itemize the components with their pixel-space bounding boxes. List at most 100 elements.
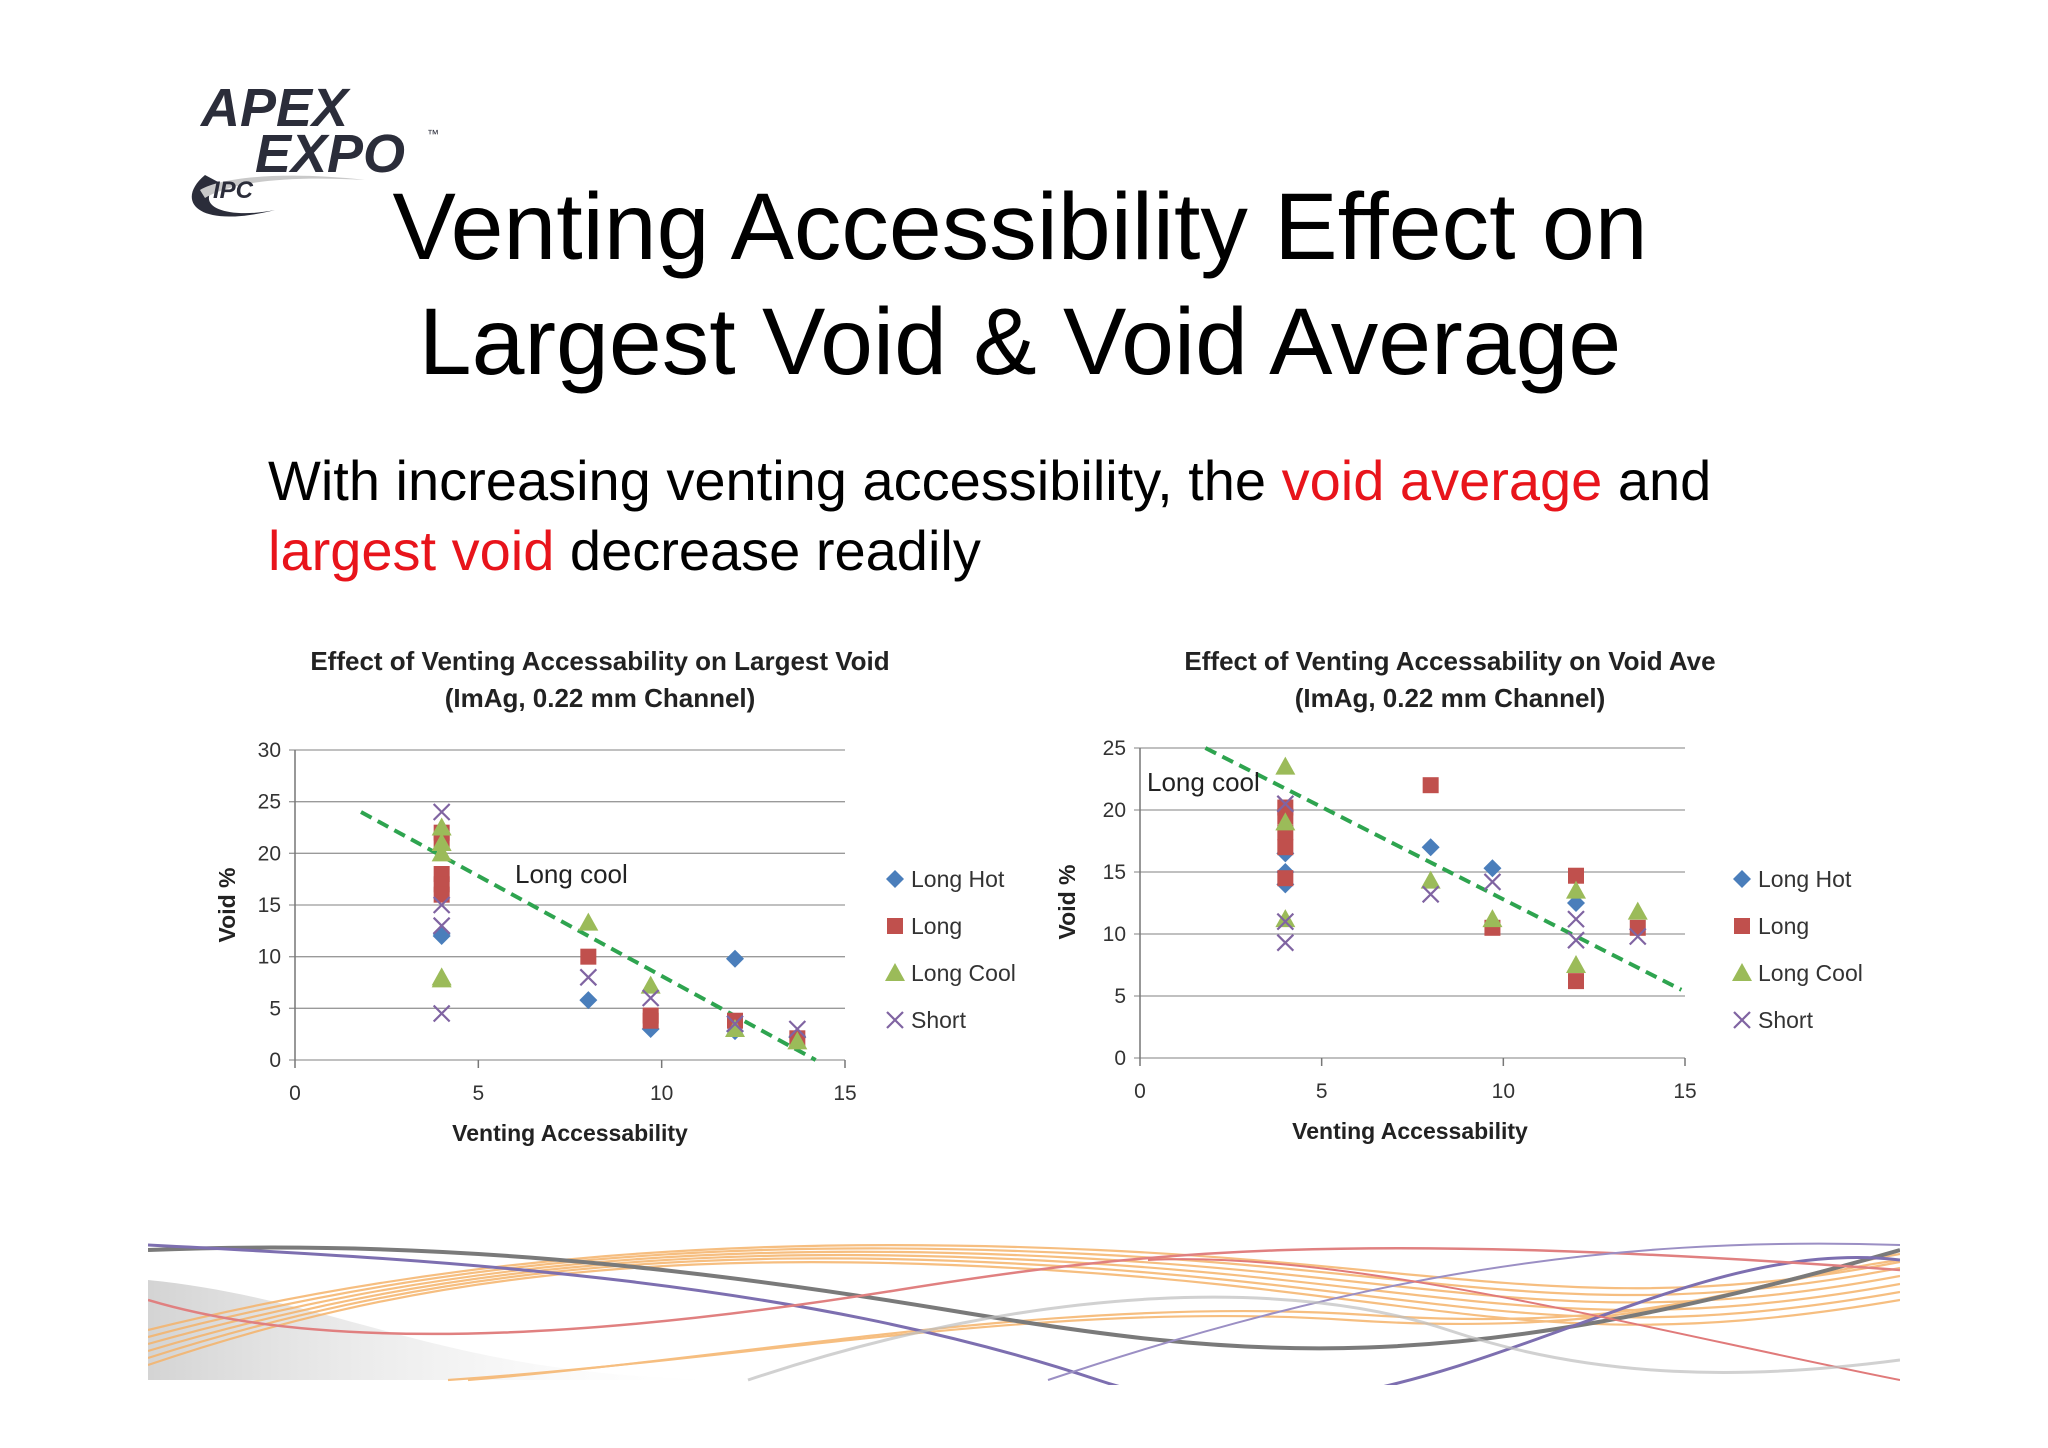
decorative-wave-banner [148, 1242, 1900, 1385]
legend-label-long: Long [911, 913, 962, 939]
chart-void-average: Effect of Venting Accessability on Void … [1054, 646, 1863, 1144]
point-short [1421, 885, 1440, 904]
point-long-cool [787, 1031, 808, 1050]
legend-marker-short [886, 1011, 904, 1029]
subtitle-part-1: With increasing venting accessibility, t… [268, 449, 1282, 512]
slide-title: Venting Accessibility Effect on Largest … [250, 170, 1790, 400]
subtitle-part-3: decrease readily [554, 519, 981, 582]
point-long-cool [1275, 812, 1296, 831]
point-long-hot [432, 924, 451, 943]
x-tick-label: 10 [650, 1082, 673, 1105]
point-long-cool [431, 817, 452, 836]
point-long [1568, 867, 1584, 884]
trendline-long-cool [1204, 746, 1683, 992]
point-short [579, 968, 598, 987]
trendline-annotation: Long cool [515, 859, 628, 889]
y-axis-label: Void % [1054, 865, 1080, 940]
legend-marker-long [1734, 918, 1750, 934]
y-tick-label: 20 [1103, 799, 1126, 822]
x-tick-label: 10 [1492, 1080, 1515, 1103]
point-short [1276, 912, 1295, 931]
point-long-cool [431, 833, 452, 851]
y-tick-label: 0 [269, 1049, 281, 1072]
slide-subtitle: With increasing venting accessibility, t… [268, 446, 1868, 586]
y-tick-label: 20 [258, 842, 281, 865]
y-tick-label: 10 [1103, 923, 1126, 946]
point-short [432, 803, 451, 821]
point-long-hot [726, 949, 744, 968]
point-long [433, 886, 450, 903]
x-axis-label: Venting Accessability [1292, 1118, 1528, 1144]
x-tick-label: 0 [1134, 1080, 1146, 1103]
x-axis-label: Venting Accessability [452, 1120, 688, 1146]
logo-ipc-text: IPC [213, 177, 254, 204]
logo-tm-text: ™ [427, 127, 439, 141]
point-short [1628, 927, 1647, 946]
point-long [1422, 777, 1439, 794]
legend-marker-long-cool [1732, 963, 1752, 981]
point-long-cool [640, 975, 661, 994]
point-long-cool [725, 1019, 745, 1037]
point-long-hot [579, 991, 598, 1010]
point-short [432, 1004, 451, 1023]
point-short [1276, 933, 1295, 952]
chart-title: Effect of Venting Accessability on Large… [310, 646, 889, 676]
point-long [642, 1012, 659, 1029]
point-short [432, 896, 451, 914]
chart-subtitle: (ImAg, 0.22 mm Channel) [445, 683, 756, 713]
logo-apex-text: APEX [199, 80, 351, 138]
subtitle-highlight-largest-void: largest void [268, 519, 555, 582]
apex-expo-ipc-logo: APEX EXPO ™ IPC [191, 80, 439, 217]
title-line-1: Venting Accessibility Effect on [392, 174, 1648, 280]
point-long-cool [1420, 870, 1441, 889]
y-tick-label: 15 [1103, 861, 1126, 884]
point-short [1483, 873, 1502, 891]
point-short [788, 1020, 807, 1038]
point-short [1567, 931, 1585, 949]
chart-title: Effect of Venting Accessability on Void … [1184, 646, 1715, 676]
y-tick-label: 30 [258, 739, 281, 762]
y-tick-label: 0 [1114, 1047, 1126, 1070]
y-tick-label: 10 [258, 946, 281, 969]
point-long-cool [1566, 880, 1586, 899]
point-short [432, 916, 451, 935]
legend-marker-long-hot [886, 870, 904, 888]
trendline-long-cool [360, 810, 817, 1062]
trendline-annotation: Long cool [1147, 767, 1260, 797]
point-long [1277, 870, 1294, 887]
point-long-cool [578, 912, 599, 931]
title-line-2: Largest Void & Void Average [418, 289, 1622, 395]
y-tick-label: 25 [258, 791, 281, 814]
legend-label-long-hot: Long Hot [911, 866, 1005, 892]
legend-marker-long-hot [1733, 870, 1751, 888]
legend-marker-long [887, 918, 903, 934]
point-long-hot [1421, 838, 1440, 857]
chart-subtitle: (ImAg, 0.22 mm Channel) [1295, 683, 1606, 713]
subtitle-part-2: and [1602, 449, 1712, 512]
point-long-cool [1482, 909, 1503, 928]
legend-label-long: Long [1758, 913, 1809, 939]
point-long-cool [1275, 909, 1296, 928]
x-tick-label: 0 [289, 1082, 301, 1105]
point-long-cool [1275, 756, 1296, 775]
point-short [726, 1015, 744, 1033]
point-long-hot [1483, 859, 1502, 878]
legend-label-long-cool: Long Cool [911, 960, 1016, 986]
x-tick-label: 15 [833, 1082, 856, 1105]
point-short [641, 989, 660, 1007]
y-tick-label: 15 [258, 894, 281, 917]
y-tick-label: 5 [269, 997, 281, 1020]
x-tick-label: 5 [472, 1082, 484, 1105]
y-axis-label: Void % [214, 868, 240, 943]
point-long-cool [1627, 901, 1648, 920]
point-long [580, 948, 597, 965]
subtitle-highlight-void-average: void average [1281, 449, 1603, 512]
point-long-cool [1566, 955, 1586, 973]
legend-label-short: Short [911, 1007, 967, 1033]
legend-label-short: Short [1758, 1007, 1814, 1033]
legend-label-long-cool: Long Cool [1758, 960, 1863, 986]
point-long-cool [431, 969, 452, 988]
point-long-cool [431, 843, 452, 862]
logo-expo-text: EXPO [255, 124, 405, 184]
chart-largest-void: Effect of Venting Accessability on Large… [214, 646, 1016, 1146]
